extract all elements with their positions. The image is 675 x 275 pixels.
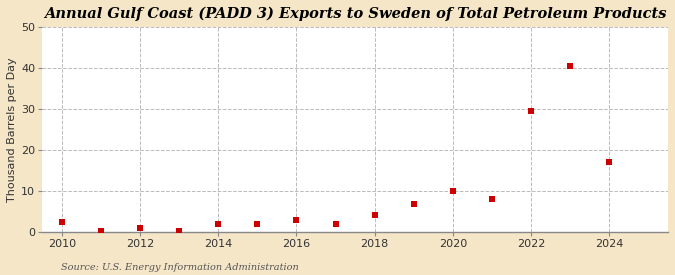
- Point: [173, 229, 184, 233]
- Text: Source: U.S. Energy Information Administration: Source: U.S. Energy Information Administ…: [61, 263, 298, 272]
- Point: [369, 213, 380, 218]
- Point: [330, 222, 341, 227]
- Point: [526, 109, 537, 113]
- Point: [252, 221, 263, 226]
- Point: [448, 189, 458, 193]
- Y-axis label: Thousand Barrels per Day: Thousand Barrels per Day: [7, 57, 17, 202]
- Point: [95, 229, 106, 233]
- Point: [56, 219, 67, 224]
- Point: [487, 197, 497, 201]
- Point: [604, 160, 615, 164]
- Point: [408, 202, 419, 206]
- Point: [291, 218, 302, 222]
- Point: [213, 221, 223, 226]
- Point: [565, 64, 576, 68]
- Title: Annual Gulf Coast (PADD 3) Exports to Sweden of Total Petroleum Products: Annual Gulf Coast (PADD 3) Exports to Sw…: [44, 7, 666, 21]
- Point: [134, 226, 145, 230]
